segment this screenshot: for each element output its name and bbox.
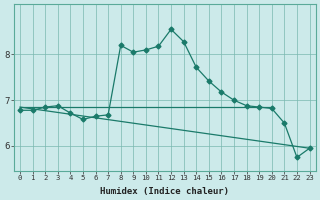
X-axis label: Humidex (Indice chaleur): Humidex (Indice chaleur) <box>100 187 229 196</box>
